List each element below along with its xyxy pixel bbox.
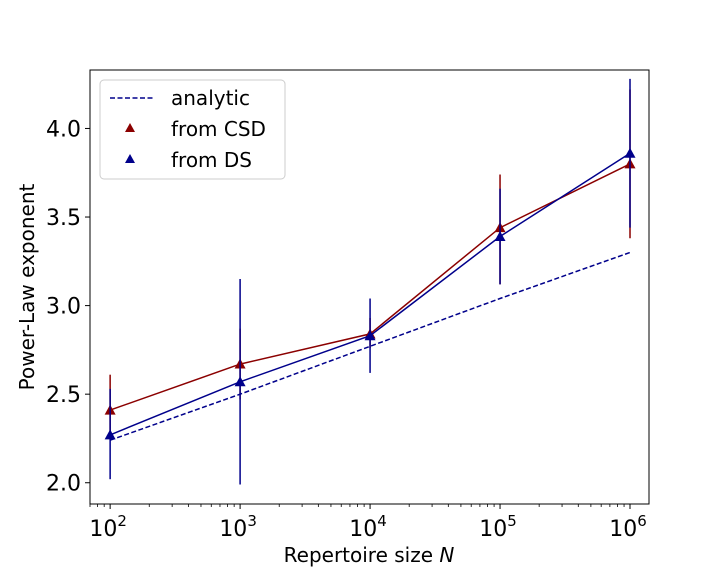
x-tick-label: 104 [349,512,387,542]
series-line-from-ds [109,152,631,436]
x-tick-label: 105 [479,512,517,542]
y-tick-label: 2.5 [46,383,81,408]
legend-frame [99,79,286,180]
legend-swatch-from-csd [125,123,135,132]
data-point-from-ds [234,376,246,387]
data-point-from-ds [624,147,636,158]
legend-label-analytic: analytic [171,86,250,110]
chart-marks [104,78,636,485]
y-tick-label: 2.0 [46,472,81,497]
y-axis-label: Power-Law exponent [15,183,39,390]
plot-frame [89,69,650,505]
x-axis-label-variable: N [439,543,454,567]
legend-label-from-csd: from CSD [171,117,266,141]
x-tick-label: 106 [609,512,647,542]
legend: analytic from CSD from DS [99,79,286,180]
y-tick-label: 3.5 [46,206,81,231]
x-tick-label: 103 [219,512,257,542]
series-line-from-csd [109,163,631,411]
series-analytic [109,251,631,441]
x-axis-label: Repertoire size N [284,543,455,567]
y-tick-label: 3.0 [46,295,81,320]
data-point-from-ds [104,429,116,440]
chart-axes: 2.0 2.5 3.0 3.5 4.0 102 103 104 105 106 [46,117,647,542]
legend-swatch-from-ds [125,154,135,163]
data-point-from-ds [364,330,376,341]
legend-label-from-ds: from DS [171,148,252,172]
x-tick-label: 102 [89,512,127,542]
series-line-analytic [109,251,631,441]
data-point-from-ds [494,231,506,242]
x-axis-label-text: Repertoire size [284,543,433,567]
y-tick-label: 4.0 [46,117,81,142]
series-from-ds [104,78,636,485]
